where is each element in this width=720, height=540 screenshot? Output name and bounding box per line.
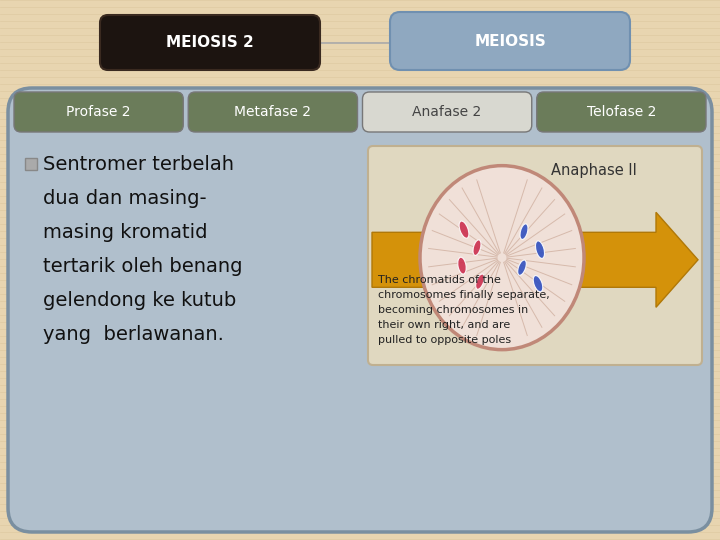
Text: gelendong ke kutub: gelendong ke kutub — [43, 291, 236, 310]
Polygon shape — [372, 212, 698, 307]
FancyBboxPatch shape — [536, 92, 706, 132]
Text: tertarik oleh benang: tertarik oleh benang — [43, 257, 243, 276]
Text: chromosomes finally separate,: chromosomes finally separate, — [378, 290, 550, 300]
Ellipse shape — [459, 221, 469, 238]
Text: masing kromatid: masing kromatid — [43, 223, 207, 242]
Text: Telofase 2: Telofase 2 — [587, 105, 656, 119]
Text: Metafase 2: Metafase 2 — [235, 105, 311, 119]
Ellipse shape — [534, 275, 543, 292]
Text: MEIOSIS: MEIOSIS — [474, 33, 546, 49]
Ellipse shape — [458, 257, 467, 274]
Ellipse shape — [536, 241, 544, 259]
Text: Sentromer terbelah: Sentromer terbelah — [43, 155, 234, 174]
Text: pulled to opposite poles: pulled to opposite poles — [378, 335, 511, 345]
Text: their own right, and are: their own right, and are — [378, 320, 510, 330]
Text: dua dan masing-: dua dan masing- — [43, 189, 207, 208]
Text: MEIOSIS 2: MEIOSIS 2 — [166, 35, 254, 50]
Ellipse shape — [476, 274, 485, 289]
Text: becoming chromosomes in: becoming chromosomes in — [378, 305, 528, 315]
Ellipse shape — [520, 224, 528, 239]
FancyBboxPatch shape — [188, 92, 358, 132]
FancyBboxPatch shape — [390, 12, 630, 70]
Ellipse shape — [473, 240, 481, 255]
Ellipse shape — [518, 260, 526, 275]
FancyBboxPatch shape — [368, 146, 702, 365]
Text: Anafase 2: Anafase 2 — [413, 105, 482, 119]
Ellipse shape — [420, 166, 584, 350]
Text: The chromatids of the: The chromatids of the — [378, 275, 501, 285]
Bar — [25, 158, 37, 170]
Text: Anaphase II: Anaphase II — [551, 163, 637, 178]
FancyBboxPatch shape — [8, 88, 712, 532]
FancyBboxPatch shape — [14, 92, 184, 132]
Text: Profase 2: Profase 2 — [66, 105, 131, 119]
Text: yang  berlawanan.: yang berlawanan. — [43, 325, 224, 344]
FancyBboxPatch shape — [100, 15, 320, 70]
FancyBboxPatch shape — [362, 92, 532, 132]
